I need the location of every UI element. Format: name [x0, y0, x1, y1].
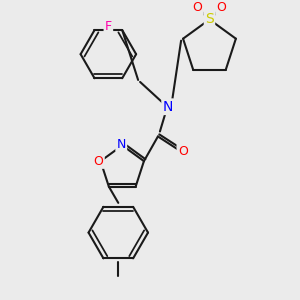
Text: O: O — [94, 154, 103, 168]
Text: N: N — [163, 100, 173, 114]
Text: O: O — [216, 1, 226, 14]
Text: N: N — [117, 138, 126, 151]
Text: S: S — [205, 13, 214, 26]
Text: F: F — [105, 20, 112, 33]
Text: O: O — [178, 145, 188, 158]
Text: O: O — [193, 1, 202, 14]
